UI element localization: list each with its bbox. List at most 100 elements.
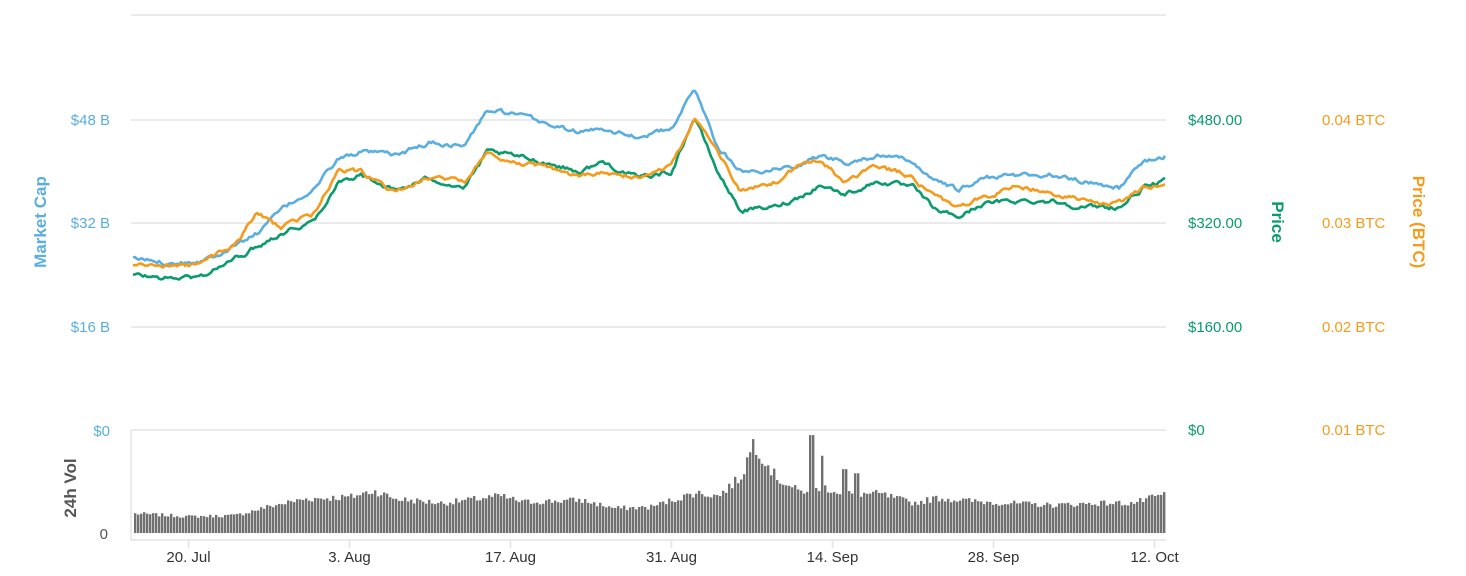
- volume-bar: [1109, 503, 1112, 533]
- volume-bar: [785, 485, 788, 533]
- volume-bar: [932, 496, 935, 533]
- volume-bar: [914, 501, 917, 533]
- volume-bar: [350, 493, 353, 533]
- volume-bar: [275, 505, 278, 533]
- volume-bar: [515, 500, 518, 533]
- volume-bar: [1163, 492, 1166, 533]
- volume-bar: [863, 492, 866, 533]
- volume-bar: [284, 504, 287, 533]
- volume-bar: [266, 505, 269, 533]
- volume-bar: [257, 510, 260, 533]
- volume-bar: [299, 499, 302, 533]
- volume-bar: [659, 502, 662, 533]
- volume-bar: [398, 500, 401, 533]
- volume-bar: [1040, 506, 1043, 533]
- volume-bar: [404, 497, 407, 533]
- volume-bar: [530, 503, 533, 533]
- volume-bar: [1088, 502, 1091, 533]
- volume-bar: [311, 501, 314, 533]
- volume-bar: [173, 517, 176, 533]
- volume-bar: [902, 497, 905, 533]
- volume-bar: [809, 435, 812, 533]
- volume-bar: [290, 501, 293, 533]
- volume-bar: [584, 499, 587, 533]
- volume-bar: [680, 500, 683, 533]
- volume-bar: [1091, 504, 1094, 533]
- volume-bar: [1031, 503, 1034, 533]
- volume-bar: [410, 499, 413, 533]
- volume-bar: [491, 496, 494, 533]
- volume-bar: [287, 500, 290, 533]
- volume-bar: [974, 499, 977, 533]
- volume-bar: [338, 500, 341, 533]
- price-tick-label: $320.00: [1188, 215, 1242, 232]
- volume-bar: [590, 503, 593, 533]
- x-tick-label: 14. Sep: [807, 549, 859, 566]
- volume-bar: [251, 510, 254, 533]
- volume-bar: [905, 498, 908, 533]
- volume-bar: [380, 495, 383, 533]
- volume-bar: [806, 491, 809, 533]
- volume-bar: [377, 496, 380, 533]
- volume-bar: [761, 463, 764, 533]
- volume-bar: [872, 491, 875, 533]
- volume-bar: [239, 513, 242, 533]
- tick-labels: $0 $16 B $32 B $48 B $0 $160.00 $320.00 $480.00…: [71, 112, 1386, 566]
- volume-bar: [770, 475, 773, 533]
- volume-bar: [518, 502, 521, 533]
- volume-bar: [656, 505, 659, 533]
- market-cap-tick-label: $16 B: [71, 319, 110, 336]
- volume-bar: [146, 513, 149, 533]
- volume-bar: [563, 499, 566, 533]
- volume-bar: [992, 504, 995, 533]
- volume-bar: [401, 500, 404, 533]
- volume-bar: [1022, 501, 1025, 533]
- volume-bar: [500, 496, 503, 533]
- volume-bar: [260, 507, 263, 533]
- volume-bar: [431, 503, 434, 533]
- volume-bar: [839, 494, 842, 533]
- volume-bar: [884, 492, 887, 533]
- volume-bar: [1016, 503, 1019, 533]
- volume-bar: [1028, 501, 1031, 533]
- volume-bar: [848, 491, 851, 533]
- volume-bar: [578, 498, 581, 533]
- volume-bar: [728, 483, 731, 533]
- volume-bar: [560, 502, 563, 533]
- volume-bar: [860, 496, 863, 533]
- volume-bar: [134, 513, 137, 533]
- volume-bar: [887, 497, 890, 533]
- volume-bar: [743, 474, 746, 533]
- volume-bar: [455, 498, 458, 533]
- volume-bar: [1079, 502, 1082, 533]
- volume-bar: [890, 493, 893, 533]
- price-btc-tick-label: 0.01 BTC: [1322, 422, 1386, 439]
- volume-bar: [1034, 503, 1037, 533]
- market-cap-axis-title: Market Cap: [31, 176, 50, 268]
- volume-bar: [1115, 501, 1118, 533]
- volume-bar: [1154, 496, 1157, 533]
- price-btc-tick-label: 0.03 BTC: [1322, 215, 1386, 232]
- volume-bar: [347, 496, 350, 533]
- volume-bar: [539, 504, 542, 533]
- volume-bar: [482, 498, 485, 533]
- volume-bar: [242, 515, 245, 533]
- volume-bar: [788, 485, 791, 533]
- volume-bar: [710, 497, 713, 533]
- volume-bar: [188, 515, 191, 533]
- volume-bar: [629, 507, 632, 533]
- volume-bar: [218, 517, 221, 533]
- volume-bar: [1148, 495, 1151, 533]
- volume-bar: [722, 490, 725, 533]
- volume-bar: [443, 503, 446, 533]
- volume-bar: [476, 500, 479, 533]
- volume-bar: [1160, 494, 1163, 533]
- volume-bar: [374, 490, 377, 533]
- volume-bar: [176, 516, 179, 533]
- volume-bar: [1013, 500, 1016, 533]
- volume-bar: [1043, 504, 1046, 533]
- volume-bar: [467, 497, 470, 533]
- volume-bar: [296, 499, 299, 533]
- volume-bar: [314, 497, 317, 533]
